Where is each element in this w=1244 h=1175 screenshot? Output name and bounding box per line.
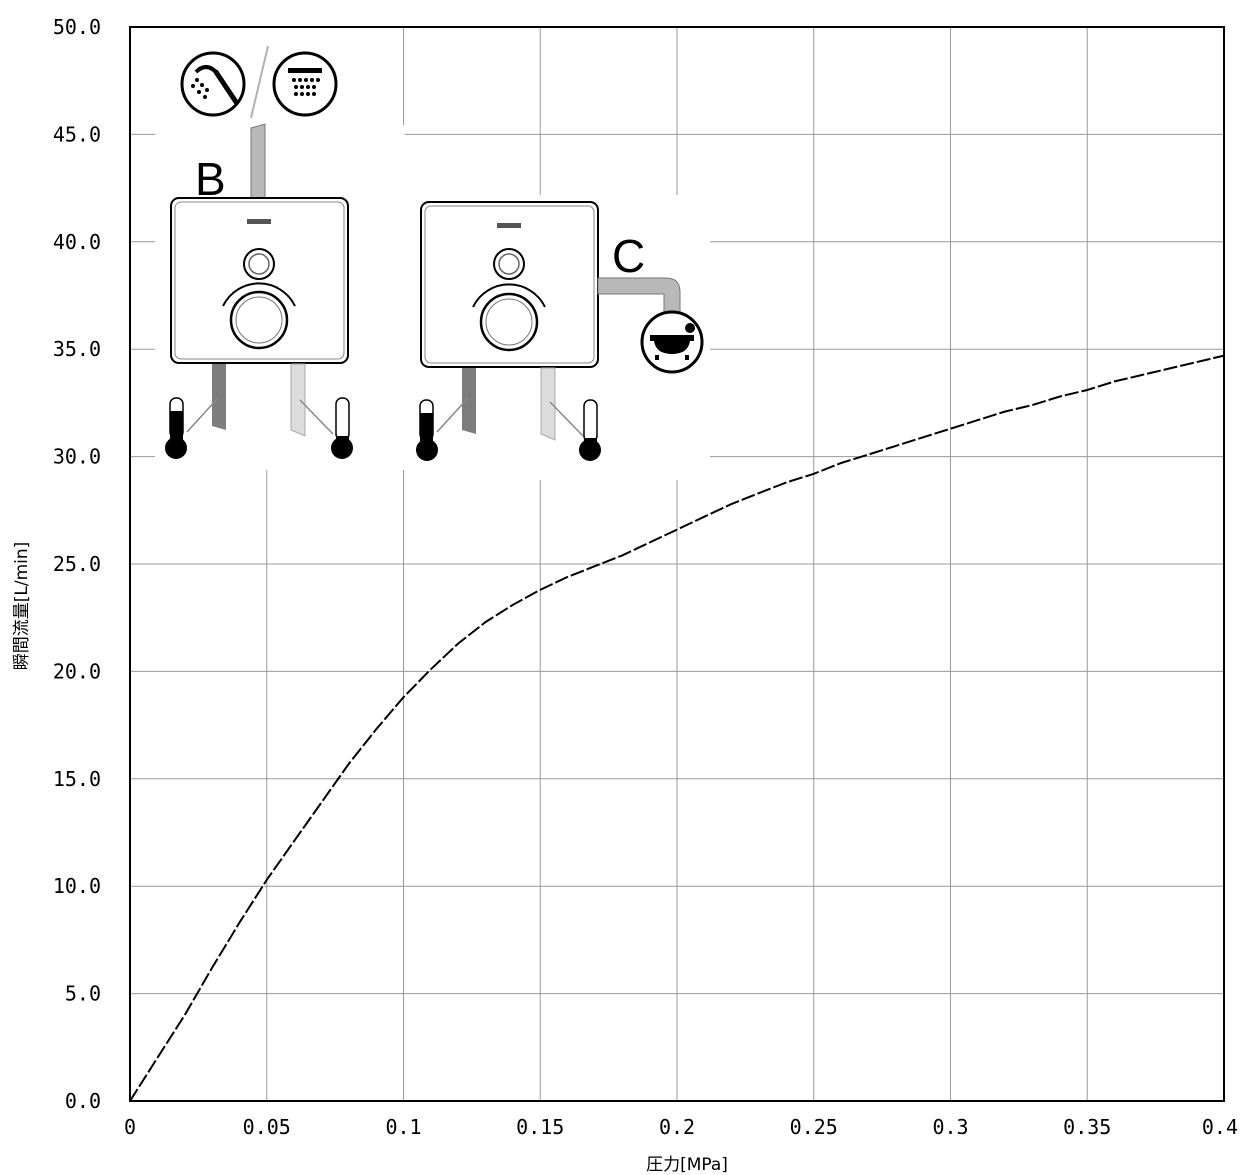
y-tick-labels: 0.0 5.0 10.0 15.0 20.0 25.0 30.0 35.0 40.0 45.0 50… (53, 15, 101, 1113)
x-tick-label: 0.05 (243, 1115, 291, 1139)
overhead-shower-icon (274, 53, 336, 115)
handshower-icon (182, 53, 244, 115)
x-tick-label: 0.15 (516, 1115, 564, 1139)
hot-inlet-pipe-b (212, 364, 226, 430)
y-axis-title: 瞬間流量[L/min] (12, 542, 32, 671)
x-tick-labels: 0 0.05 0.1 0.15 0.2 0.25 0.3 0.35 0.4 (124, 1115, 1238, 1139)
x-tick-label: 0 (124, 1115, 136, 1139)
y-tick-label: 30.0 (53, 445, 101, 469)
y-tick-label: 50.0 (53, 15, 101, 39)
x-tick-label: 0.35 (1063, 1115, 1111, 1139)
y-tick-label: 20.0 (53, 659, 101, 683)
x-tick-label: 0.1 (385, 1115, 421, 1139)
thermostat-mixer-icon (171, 198, 348, 363)
outlet-pipe-b (251, 124, 265, 198)
y-tick-label: 0.0 (65, 1089, 101, 1113)
x-tick-label: 0.3 (932, 1115, 968, 1139)
y-tick-label: 15.0 (53, 767, 101, 791)
y-tick-label: 25.0 (53, 552, 101, 576)
thermostat-mixer-icon (421, 202, 598, 367)
y-tick-label: 5.0 (65, 982, 101, 1006)
y-tick-label: 35.0 (53, 337, 101, 361)
x-tick-label: 0.2 (659, 1115, 695, 1139)
y-tick-label: 45.0 (53, 122, 101, 146)
bathtub-icon (642, 312, 702, 372)
y-tick-label: 40.0 (53, 230, 101, 254)
x-tick-label: 0.25 (790, 1115, 838, 1139)
hot-inlet-pipe-c (462, 368, 476, 434)
x-axis-title: 圧力[MPa] (646, 1155, 728, 1175)
callout-c: C (612, 230, 645, 282)
product-illustration: B (155, 20, 710, 480)
x-tick-label: 0.4 (1202, 1115, 1238, 1139)
y-tick-label: 10.0 (53, 874, 101, 898)
cold-inlet-pipe-b (291, 364, 305, 436)
